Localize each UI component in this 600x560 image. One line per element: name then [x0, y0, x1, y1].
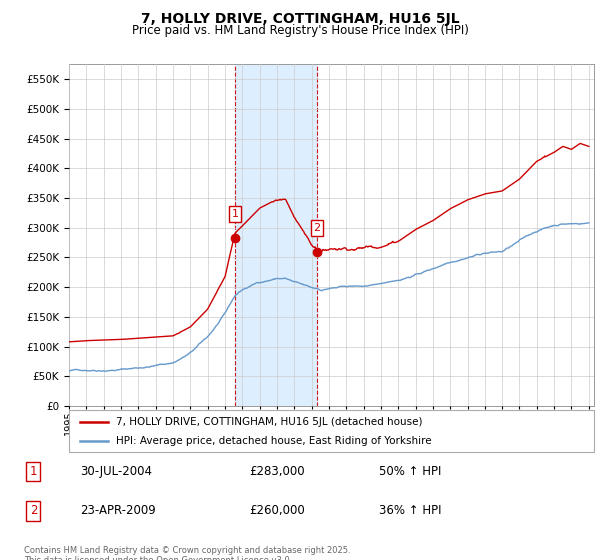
Text: 1: 1 [29, 465, 37, 478]
Bar [235, 64, 317, 406]
Text: Contains HM Land Registry data © Crown copyright and database right 2025.
This d: Contains HM Land Registry data © Crown c… [24, 546, 350, 560]
FancyBboxPatch shape [69, 410, 594, 452]
Text: 7, HOLLY DRIVE, COTTINGHAM, HU16 5JL: 7, HOLLY DRIVE, COTTINGHAM, HU16 5JL [140, 12, 460, 26]
Text: 50% ↑ HPI: 50% ↑ HPI [379, 465, 442, 478]
Text: 23-APR-2009: 23-APR-2009 [80, 505, 156, 517]
Text: 2: 2 [313, 223, 320, 233]
Text: £260,000: £260,000 [250, 505, 305, 517]
Text: 36% ↑ HPI: 36% ↑ HPI [379, 505, 442, 517]
Text: HPI: Average price, detached house, East Riding of Yorkshire: HPI: Average price, detached house, East… [116, 436, 432, 446]
Text: Price paid vs. HM Land Registry's House Price Index (HPI): Price paid vs. HM Land Registry's House … [131, 24, 469, 36]
Text: 7, HOLLY DRIVE, COTTINGHAM, HU16 5JL (detached house): 7, HOLLY DRIVE, COTTINGHAM, HU16 5JL (de… [116, 417, 423, 427]
Text: 2: 2 [29, 505, 37, 517]
Text: 1: 1 [232, 209, 238, 219]
Text: £283,000: £283,000 [250, 465, 305, 478]
Text: 30-JUL-2004: 30-JUL-2004 [80, 465, 152, 478]
